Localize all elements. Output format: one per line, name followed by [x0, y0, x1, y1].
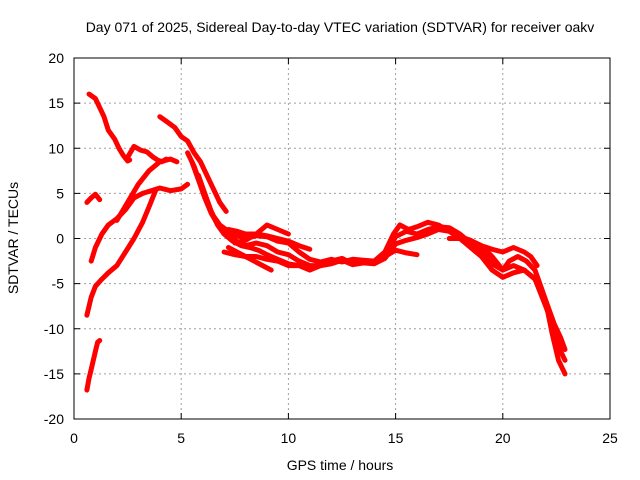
series-line-sat-c: [84, 191, 103, 205]
series-line-sat-g: [114, 156, 180, 223]
series-line-sat-h: [157, 114, 229, 214]
series-line-sat-m: [225, 245, 274, 273]
series-line-sat-p: [446, 236, 540, 269]
y-tick-label: 5: [56, 185, 64, 201]
x-tick-label: 20: [495, 430, 511, 446]
tick-marks: [73, 57, 611, 420]
y-tick-label: -20: [44, 411, 64, 427]
series-line-sat-l: [221, 247, 420, 273]
series-line-sat-e: [84, 188, 158, 318]
y-tick-labels: -20 -15 -10 -5 0 5 10 15 20: [44, 50, 64, 427]
x-tick-label: 0: [70, 430, 78, 446]
x-tick-labels: 0 5 10 15 20 25: [70, 430, 618, 446]
grid-lines: [74, 58, 610, 419]
y-tick-label: 0: [56, 231, 64, 247]
y-tick-label: 20: [48, 50, 64, 66]
x-tick-label: 10: [281, 430, 297, 446]
y-axis-label: SDTVAR / TECUs: [5, 182, 21, 294]
x-tick-label: 5: [177, 430, 185, 446]
y-tick-label: -5: [52, 276, 65, 292]
series-line-sat-f: [84, 338, 103, 393]
x-axis-label: GPS time / hours: [287, 457, 394, 473]
y-tick-label: -10: [44, 321, 64, 337]
y-tick-label: -15: [44, 366, 64, 382]
x-tick-label: 25: [602, 430, 618, 446]
series-group: [84, 91, 568, 393]
series-line-sat-o: [225, 227, 313, 252]
series-line-sat-d: [88, 181, 191, 264]
series-line-sat-n: [232, 222, 291, 246]
x-tick-label: 15: [388, 430, 404, 446]
chart-title: Day 071 of 2025, Sidereal Day-to-day VTE…: [86, 19, 595, 35]
y-tick-label: 10: [48, 140, 64, 156]
y-tick-label: 15: [48, 95, 64, 111]
